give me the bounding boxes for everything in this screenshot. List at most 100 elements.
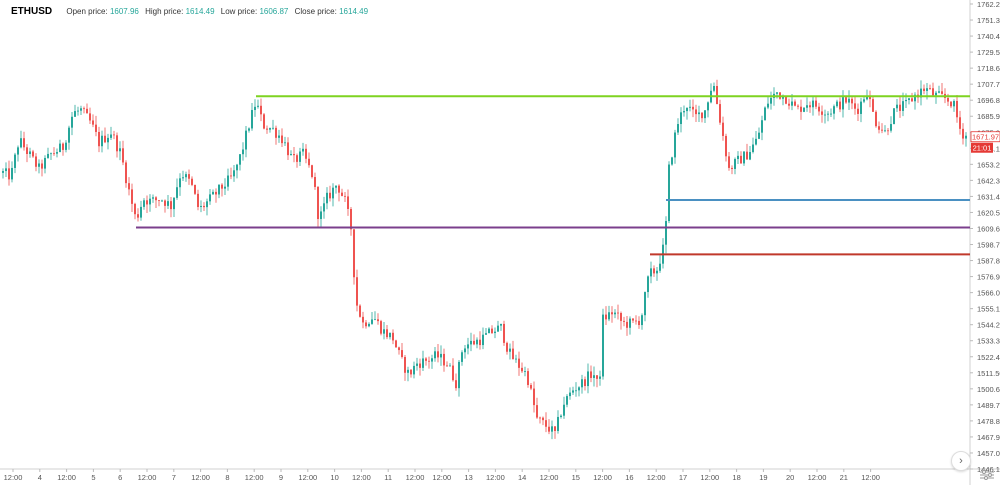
candle-body: [167, 201, 169, 206]
candle-body: [467, 344, 469, 349]
time-tick-label: 6: [118, 473, 122, 482]
candle-body: [725, 135, 727, 157]
time-tick-label: 14: [518, 473, 526, 482]
candle-body: [320, 211, 322, 220]
candle-body: [941, 91, 943, 94]
candle-body: [959, 117, 961, 129]
last-price-label: 1671.97: [972, 133, 999, 142]
candle-body: [188, 174, 190, 179]
price-tick-label: 1685.90: [977, 112, 1000, 121]
time-tick-label: 7: [172, 473, 176, 482]
low-label: Low price:: [220, 7, 258, 16]
candle-body: [950, 101, 952, 107]
candle-body: [20, 138, 22, 148]
candle-body: [854, 103, 856, 109]
time-tick-label: 12:00: [57, 473, 76, 482]
candle-body: [623, 320, 625, 322]
candle-body: [338, 185, 340, 193]
candle-body: [668, 164, 670, 222]
candle-body: [8, 168, 10, 180]
close-value: 1614.49: [339, 7, 369, 16]
candle-body: [521, 367, 523, 372]
price-tick-label: 1609.60: [977, 224, 1000, 233]
candle-body: [587, 371, 589, 387]
candle-body: [446, 365, 448, 367]
candle-body: [698, 112, 700, 115]
time-axis[interactable]: 12:00 4 12:00 5 6 12:00 7 12:00 8 12:00 9 12:00 10 12…: [4, 469, 880, 482]
candle-body: [266, 128, 268, 130]
candle-body: [182, 177, 184, 179]
candle-body: [425, 358, 427, 361]
chevron-right-icon[interactable]: ›: [951, 451, 971, 471]
candle-body: [677, 124, 679, 133]
candle-body: [344, 195, 346, 197]
candle-body: [83, 108, 85, 110]
price-tick-label: 1631.40: [977, 192, 1000, 201]
price-axis[interactable]: 1762.20 1751.30 1740.40 1729.50 1718.60 1707.…: [970, 0, 1000, 474]
candle-body: [146, 200, 148, 205]
candle-body: [782, 96, 784, 99]
candle-body: [635, 320, 637, 322]
candle-body: [548, 426, 550, 432]
time-tick-label: 12:00: [352, 473, 371, 482]
candle-body: [599, 376, 601, 379]
candle-body: [401, 350, 403, 357]
price-tick-label: 1511.50: [977, 369, 1000, 378]
candle-body: [818, 106, 820, 112]
price-tick-label: 1620.50: [977, 208, 1000, 217]
candle-body: [620, 312, 622, 321]
candle-body: [170, 201, 172, 210]
candle-body: [482, 334, 484, 346]
candle-body: [62, 143, 64, 150]
candle-body: [932, 88, 934, 96]
candle-body: [746, 151, 748, 160]
candle-body: [317, 186, 319, 220]
candle-body: [50, 153, 52, 155]
last-price-badge: [970, 131, 1000, 143]
candle-body: [86, 108, 88, 114]
price-tick-label: 1587.80: [977, 257, 1000, 266]
candle-body: [632, 318, 634, 321]
candle-body: [554, 426, 556, 431]
candle-body: [122, 148, 124, 163]
candle-body: [497, 325, 499, 332]
candle-body: [200, 205, 202, 208]
candle-body: [605, 314, 607, 320]
candle-body: [926, 88, 928, 91]
candle-body: [272, 127, 274, 129]
candle-body: [935, 92, 937, 96]
price-tick-label: 1576.90: [977, 273, 1000, 282]
candle-body: [314, 177, 316, 187]
candle-body: [218, 184, 220, 195]
candle-body: [44, 157, 46, 169]
candle-body: [155, 197, 157, 201]
candle-body: [821, 111, 823, 115]
price-tick-label: 1500.60: [977, 385, 1000, 394]
horizontal-lines[interactable]: [136, 95, 970, 256]
candle-body: [101, 135, 103, 147]
candle-body: [437, 351, 439, 358]
candle-body: [767, 103, 769, 108]
candle-body: [797, 105, 799, 107]
candle-body: [452, 365, 454, 381]
candle-body: [41, 163, 43, 169]
candle-body: [359, 305, 361, 317]
candle-body: [641, 315, 643, 326]
candle-body: [671, 157, 673, 165]
candle-body: [428, 360, 430, 362]
time-tick-label: 12:00: [298, 473, 317, 482]
candle-body: [737, 155, 739, 160]
countdown-badge: [971, 142, 993, 153]
candle-body: [557, 416, 559, 431]
candle-body: [125, 162, 127, 184]
candle-body: [845, 97, 847, 103]
settings-icon[interactable]: [979, 469, 995, 481]
candle-body: [884, 130, 886, 132]
price-tick-label: 1467.90: [977, 433, 1000, 442]
candle-body: [881, 129, 883, 131]
time-tick-label: 12:00: [861, 473, 880, 482]
candle-body: [863, 99, 865, 102]
